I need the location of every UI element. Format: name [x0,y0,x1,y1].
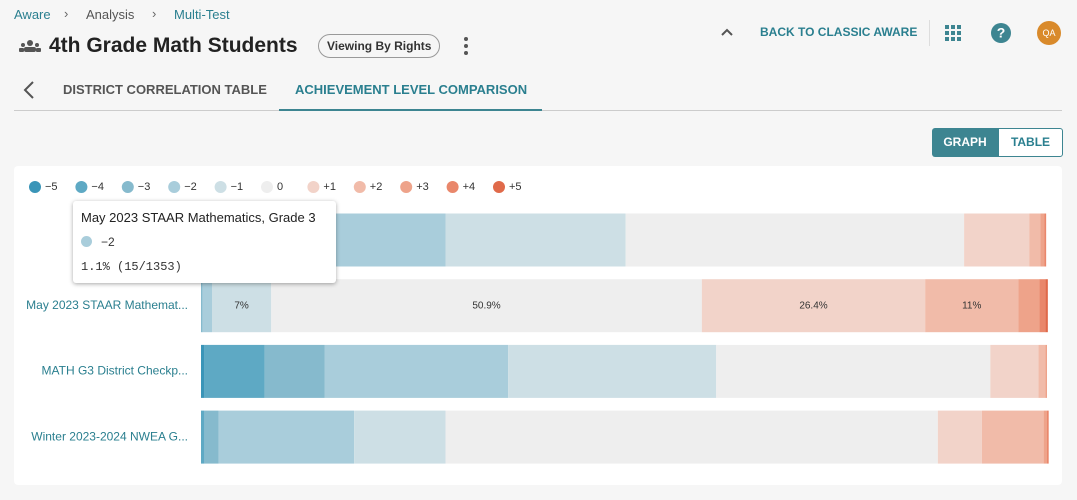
tooltip: May 2023 STAAR Mathematics, Grade 3 −2 1… [73,201,336,283]
toggle[interactable]: TABLE [998,128,1063,157]
bar-segment [271,279,702,333]
tooltip-text: 1.1% (15/1353) [81,260,182,274]
bar-segment [264,344,325,398]
bar-segment [1029,213,1041,267]
bar-segment [1040,213,1045,267]
page-title: 4th Grade Math Students [49,34,298,57]
bar-segment [204,410,219,464]
toggle-active[interactable]: GRAPH [932,128,998,157]
legend-label: +5 [509,181,522,193]
bar-segment [1038,344,1046,398]
legend-swatch [261,181,273,193]
bar-segment [1045,279,1048,333]
bar-segment [202,279,212,333]
bar-segment [925,279,1019,333]
tooltip-swatch [81,236,92,247]
collapse-icon[interactable] [720,27,734,37]
crumb[interactable]: Multi-Test [174,7,230,22]
value-label: 7% [234,300,249,311]
bar-segment [204,344,265,398]
bar-segment [990,344,1039,398]
back-link[interactable]: BACK TO CLASSIC AWARE [760,25,918,39]
bar-segment [1047,410,1049,464]
legend-swatch [493,181,505,193]
divider [929,20,930,46]
bar-segment [1039,279,1046,333]
legend-label: −5 [45,181,58,193]
legend-label: 0 [277,181,283,193]
bar-segment [201,344,205,398]
legend-label: +4 [463,181,476,193]
bar-segment [716,344,991,398]
tab[interactable]: DISTRICT CORRELATION TABLE [63,82,267,97]
legend-swatch [400,181,413,193]
legend-swatch [353,181,366,193]
crumb[interactable]: Aware [14,7,51,22]
legend-label: +3 [416,181,429,193]
tooltip-title: May 2023 STAAR Mathematics, Grade 3 [81,210,316,225]
legend-label: +1 [323,181,336,193]
value-label: 50.9% [472,300,500,311]
bar-segment [1018,279,1040,333]
bar-segment [211,279,272,333]
legend-swatch [214,181,227,193]
legend-swatch [168,181,181,193]
category-label: May 2023 STAAR Mathemat... [26,298,188,312]
bar-segment [324,344,509,398]
svg-text:?: ? [997,25,1006,41]
legend-label: +2 [370,181,383,193]
bar-segment [218,410,355,464]
legend-label: −4 [91,181,104,193]
sep: › [152,6,157,21]
bar-segment [354,410,446,464]
value-label: 26.4% [799,300,827,311]
tab-active[interactable]: ACHIEVEMENT LEVEL COMPARISON [295,82,528,97]
chip[interactable]: Viewing By Rights [318,34,441,58]
menu-icon[interactable] [462,36,470,56]
value-label: 11% [962,300,981,311]
legend-swatch [29,181,41,193]
apps-icon[interactable] [945,25,961,41]
back-arrow[interactable] [22,80,36,100]
bar-segment [625,213,965,267]
avatar[interactable]: QA [1037,21,1061,45]
bar-segment [201,410,205,464]
category-label: MATH G3 District Checkp... [42,364,188,378]
group-icon [19,40,41,52]
category-label: Winter 2023-2024 NWEA G... [31,429,188,443]
tab-underline [279,109,542,111]
bar-segment [937,410,982,464]
legend-swatch [121,181,134,193]
bar-segment [981,410,1044,464]
legend-label: −1 [231,181,244,193]
bar-segment [1045,344,1047,398]
bar-segment [445,213,626,267]
tooltip-series: −2 [101,235,115,249]
legend-swatch [75,181,88,193]
legend-label: −3 [138,181,151,193]
help-icon[interactable]: ? [990,22,1012,44]
bar-segment [1043,410,1047,464]
bar-segment [445,410,938,464]
bar-segment [1044,213,1047,267]
legend-label: −2 [184,181,197,193]
bar-segment [964,213,1030,267]
bar-segment [201,279,203,333]
sep: › [64,6,69,21]
crumb[interactable]: Analysis [86,7,135,22]
bar-segment [508,344,717,398]
legend-swatch [446,181,459,193]
legend-swatch [307,181,320,193]
bar-segment [701,279,926,333]
